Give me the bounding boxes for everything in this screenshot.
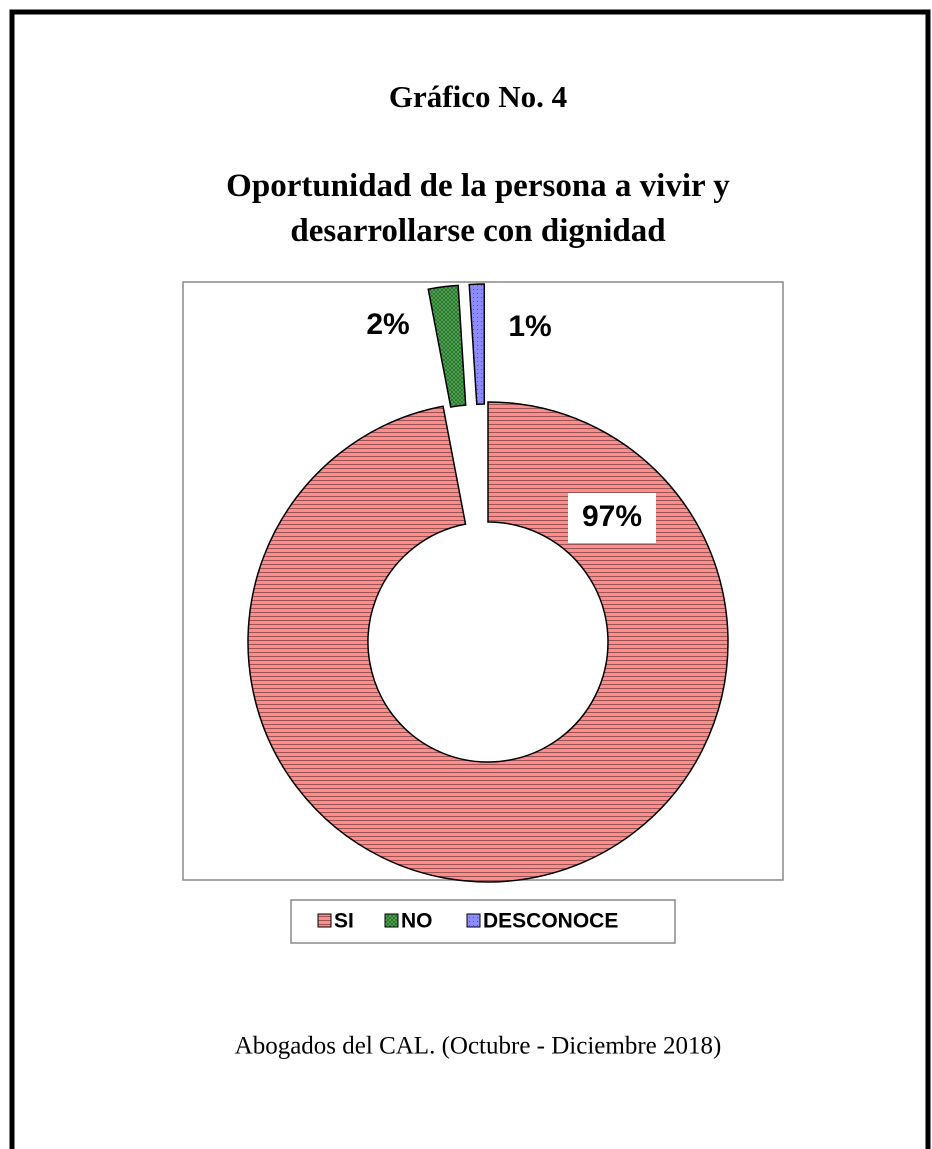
data-label: 2%	[366, 308, 409, 341]
data-label: 97%	[582, 500, 642, 533]
chart-subtitle: Oportunidad de la persona a vivir y desar…	[226, 168, 730, 249]
chart-title: Gráfico No. 4	[389, 79, 567, 114]
legend-label: NO	[401, 910, 433, 933]
donut-slice	[468, 283, 486, 406]
legend-box	[290, 899, 676, 944]
legend-swatch	[384, 913, 399, 928]
donut-slice	[427, 284, 467, 408]
label-bg	[568, 493, 656, 543]
legend-swatch	[317, 913, 332, 928]
legend-label: DESCONOCE	[483, 910, 618, 933]
data-label: 1%	[508, 310, 551, 343]
source-note: Abogados del CAL. (Octubre - Diciembre 2…	[235, 1033, 722, 1060]
legend-swatch	[466, 913, 481, 928]
legend-label: SI	[334, 910, 354, 933]
page-border	[9, 9, 931, 1149]
